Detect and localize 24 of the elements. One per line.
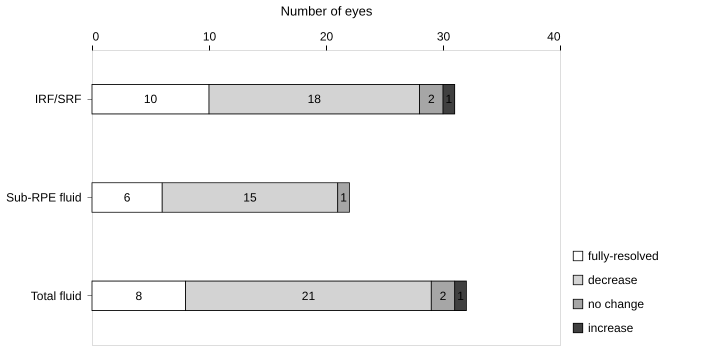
data-label: 2 bbox=[440, 288, 447, 303]
legend-label: fully-resolved bbox=[588, 249, 659, 263]
x-tick-label: 10 bbox=[202, 30, 216, 44]
y-tick-label: IRF/SRF bbox=[34, 92, 82, 106]
legend-label: increase bbox=[588, 321, 634, 335]
data-label: 15 bbox=[243, 190, 257, 204]
x-tick-label: 40 bbox=[547, 30, 561, 44]
y-tick-label: Total fluid bbox=[30, 288, 82, 303]
legend-label: decrease bbox=[588, 273, 638, 287]
data-label: 1 bbox=[446, 92, 453, 106]
x-tick-label: 0 bbox=[92, 30, 100, 44]
data-label: 6 bbox=[124, 190, 131, 204]
data-label: 18 bbox=[308, 92, 322, 106]
data-label: 2 bbox=[428, 92, 435, 106]
data-label: 10 bbox=[144, 92, 158, 106]
x-tick-label: 30 bbox=[436, 30, 450, 44]
data-label: 1 bbox=[340, 190, 348, 204]
data-label: 21 bbox=[302, 288, 316, 303]
y-tick-label: Sub-RPE fluid bbox=[6, 190, 82, 204]
x-tick-label: 20 bbox=[320, 30, 334, 44]
data-label: 1 bbox=[457, 288, 464, 303]
legend-label: no change bbox=[588, 297, 644, 311]
x-axis-title: Number of eyes bbox=[280, 4, 373, 18]
data-label: 8 bbox=[135, 288, 142, 303]
